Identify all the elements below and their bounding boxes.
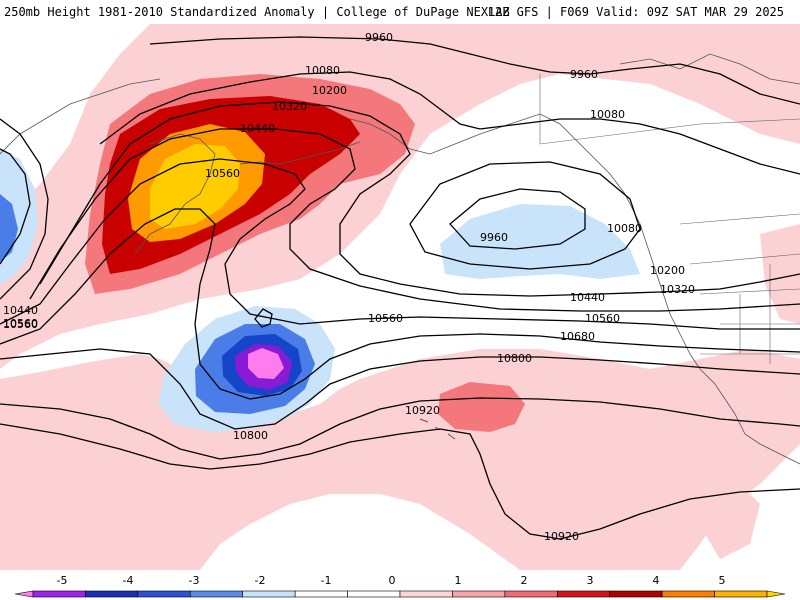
colorbar-tick-label: 3 (587, 574, 594, 587)
colorbar-segment (399, 590, 453, 598)
anomaly-region-neg1-gulf (440, 204, 640, 279)
colorbar-segment (504, 590, 558, 598)
contour-10080-closed (409, 161, 641, 270)
coastline-aleutians (239, 141, 361, 165)
anomaly-region-neg5 (248, 348, 284, 379)
contour-label: 9960 (365, 31, 393, 44)
anomaly-region-pos1-east (760, 224, 800, 324)
contour-10200 (39, 101, 800, 297)
anomaly-region-pos1-se (705, 484, 760, 559)
height-contours (0, 36, 800, 540)
contour-label: 10680 (560, 330, 595, 343)
contour-label: 10440 (570, 291, 605, 304)
contour-10320 (29, 128, 800, 312)
contour-label: 10560 (585, 312, 620, 325)
map-title: 250mb Height 1981-2010 Standardized Anom… (4, 5, 510, 19)
colorbar: -5 -4 -3 -2 -1 0 1 2 3 4 5 (14, 574, 786, 598)
colorbar-tick-label: -1 (321, 574, 332, 587)
contour-label: 10320 (272, 100, 307, 113)
contour-10680 (0, 348, 800, 430)
contour-label: 10560 (205, 167, 240, 180)
colorbar-tick-label: -2 (255, 574, 266, 587)
colorbar-segment (189, 590, 244, 598)
colorbar-segments (14, 590, 786, 598)
contour-9960-north (149, 36, 800, 105)
contour-label: 9960 (480, 231, 508, 244)
anomaly-region-pos2-south (438, 382, 525, 432)
contour-label: 10920 (405, 404, 440, 417)
contour-label: 10560 (368, 312, 403, 325)
anomaly-region-neg-west-core (0, 194, 18, 262)
state-borders (679, 213, 800, 364)
coastline-kamchatka (134, 133, 216, 255)
colorbar-segment (452, 590, 506, 598)
colorbar-tick-label: 0 (389, 574, 396, 587)
contour-label: 9960 (570, 68, 598, 81)
colorbar-segment (556, 590, 611, 598)
colorbar-segment (242, 590, 296, 598)
colorbar-tick-label: -3 (189, 574, 200, 587)
contour-label: 10560 (3, 317, 38, 330)
contour-10080-north (99, 71, 800, 175)
contour-10920 (0, 423, 800, 540)
colorbar-min-arrow (14, 590, 34, 598)
contour-10440 (0, 158, 800, 330)
colorbar-tick-label: 5 (719, 574, 726, 587)
map-header: 250mb Height 1981-2010 Standardized Anom… (0, 0, 800, 24)
contour-label: 10080 (590, 108, 625, 121)
colorbar-tick-label: 4 (653, 574, 660, 587)
colorbar-legend: -5 -4 -3 -2 -1 0 1 2 3 4 5 (0, 570, 800, 600)
contour-label: 10200 (650, 264, 685, 277)
colorbar-segment (714, 590, 768, 598)
contour-label: 10800 (497, 352, 532, 365)
map-panel: 9960 9960 10080 10080 10200 10200 10320 … (0, 24, 800, 570)
model-run-info: 12Z GFS | F069 Valid: 09Z SAT MAR 29 202… (487, 5, 784, 19)
contour-label: 10560 (3, 318, 38, 331)
contour-label: 10800 (233, 429, 268, 442)
contour-label: 10320 (660, 283, 695, 296)
contour-10800 (0, 397, 800, 460)
contour-west-edge-1 (0, 148, 31, 265)
contour-west-edge-2 (0, 118, 49, 300)
contour-label: 10440 (3, 304, 38, 317)
colorbar-segment (294, 590, 348, 598)
anomaly-region-pos1-south (0, 344, 800, 570)
contour-label: 10080 (305, 64, 340, 77)
colorbar-tick-labels: -5 -4 -3 -2 -1 0 1 2 3 4 5 (57, 574, 726, 587)
contour-label: 10200 (312, 84, 347, 97)
anomaly-region-pos5 (150, 144, 240, 229)
anomaly-neutral-west (0, 319, 185, 379)
colorbar-segment (609, 590, 663, 598)
contour-10560-closed (254, 308, 273, 328)
colorbar-segment (137, 590, 191, 598)
colorbar-max-arrow (766, 590, 786, 598)
colorbar-segment (661, 590, 715, 598)
contour-labels: 9960 9960 10080 10080 10200 10200 10320 … (3, 31, 695, 543)
contour-9960-closed (449, 188, 586, 250)
colorbar-tick-label: 1 (455, 574, 462, 587)
colorbar-segment (32, 590, 86, 598)
contour-label: 10440 (240, 122, 275, 135)
coastline-canada-arctic (619, 53, 800, 85)
contour-label: 10080 (607, 222, 642, 235)
colorbar-tick-label: -4 (123, 574, 134, 587)
colorbar-segment (85, 590, 139, 598)
colorbar-tick-label: 2 (521, 574, 528, 587)
contour-10560 (0, 208, 800, 400)
colorbar-tick-label: -5 (57, 574, 68, 587)
colorbar-segment (347, 590, 401, 598)
height-anomaly-map: 9960 9960 10080 10080 10200 10200 10320 … (0, 24, 800, 570)
contour-label: 10920 (544, 530, 579, 543)
